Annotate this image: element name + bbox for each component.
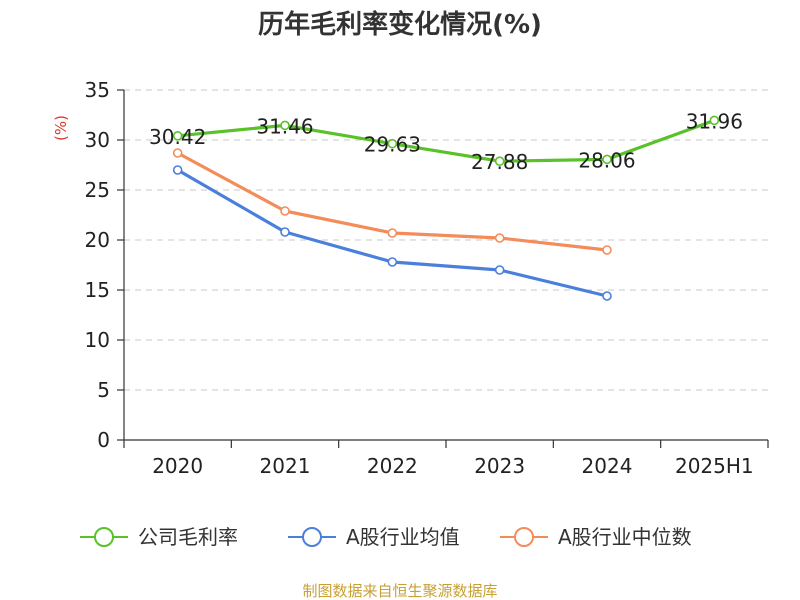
x-tick-label-2020: 2020 xyxy=(152,454,203,478)
data-label-0-0: 30.42 xyxy=(149,125,206,149)
data-label-0-5: 31.96 xyxy=(686,109,743,133)
data-point-0-1 xyxy=(280,120,290,131)
legend: 公司毛利率 A股行业均值 A股行业中位数 xyxy=(80,525,692,549)
y-tick-label-5: 5 xyxy=(97,378,110,402)
source-note: 制图数据来自恒生聚源数据库 xyxy=(302,582,497,600)
legend-marker-2 xyxy=(514,527,534,547)
gridlines xyxy=(124,89,768,391)
x-tick-label-2021: 2021 xyxy=(260,454,311,478)
x-tick-label-2025H1: 2025H1 xyxy=(675,454,754,478)
y-tick-label-25: 25 xyxy=(85,178,110,202)
legend-item-1: A股行业均值 xyxy=(288,525,460,549)
series-lines xyxy=(172,115,720,301)
data-point-2-1 xyxy=(280,206,290,216)
legend-item-2: A股行业中位数 xyxy=(500,525,692,549)
data-label-0-3: 27.88 xyxy=(471,150,528,174)
series-0 xyxy=(172,115,720,166)
series-1 xyxy=(172,165,612,301)
axes: 0 5 10 15 20 25 30 35 2020 2021 2022 2023 2024 2025H1 xyxy=(85,78,769,478)
y-axis-unit-label: (%) xyxy=(52,115,70,141)
data-point-0-4 xyxy=(602,154,612,165)
series-2 xyxy=(172,148,612,255)
data-point-1-1 xyxy=(280,227,290,237)
y-tick-label-35: 35 xyxy=(85,78,110,102)
data-point-1-4 xyxy=(602,291,612,301)
data-point-0-2 xyxy=(387,138,398,149)
data-point-1-2 xyxy=(387,257,398,267)
data-point-1-0 xyxy=(172,165,183,175)
data-point-2-0 xyxy=(172,148,183,158)
y-tick-label-20: 20 xyxy=(85,228,110,252)
data-label-0-2: 29.63 xyxy=(364,133,421,157)
legend-item-0: 公司毛利率 xyxy=(80,525,238,549)
y-tick-label-30: 30 xyxy=(85,128,110,152)
x-tick-label-2024: 2024 xyxy=(582,454,633,478)
data-labels: 30.42 31.46 29.63 27.88 28.06 31.96 xyxy=(149,109,743,174)
series-line-0 xyxy=(176,118,716,163)
legend-marker-1 xyxy=(302,527,322,547)
data-point-0-0 xyxy=(172,131,183,141)
chart-title: 历年毛利率变化情况(%) xyxy=(258,9,542,40)
data-point-0-5 xyxy=(709,115,720,126)
legend-label-1: A股行业均值 xyxy=(346,525,460,549)
y-tick-label-15: 15 xyxy=(85,278,110,302)
y-tick-label-0: 0 xyxy=(97,428,110,452)
y-tick-label-10: 10 xyxy=(85,328,110,352)
x-tick-label-2023: 2023 xyxy=(474,454,525,478)
x-tick-label-2022: 2022 xyxy=(367,454,418,478)
legend-label-2: A股行业中位数 xyxy=(558,525,692,549)
legend-label-0: 公司毛利率 xyxy=(138,525,238,549)
data-point-2-2 xyxy=(387,228,398,238)
data-label-0-4: 28.06 xyxy=(578,148,635,172)
legend-marker-0 xyxy=(94,527,114,547)
data-point-2-4 xyxy=(602,245,612,255)
data-point-1-3 xyxy=(494,265,505,275)
data-point-0-3 xyxy=(494,156,505,166)
data-point-2-3 xyxy=(494,233,505,243)
data-label-0-1: 31.46 xyxy=(256,114,313,138)
